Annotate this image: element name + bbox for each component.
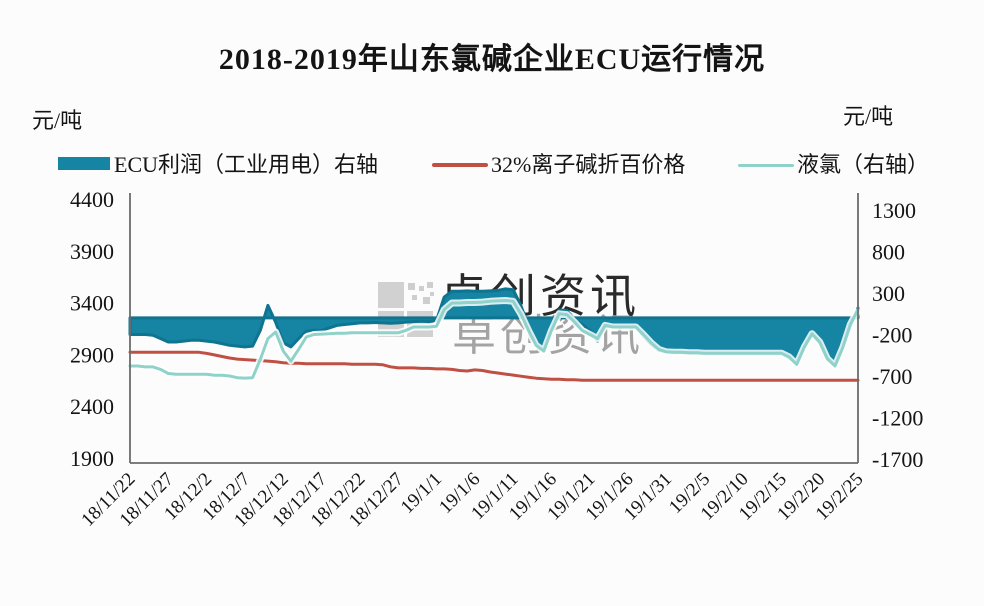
left-axis-unit-label: 元/吨: [32, 108, 83, 133]
y-axis-right-tick-label: -200: [872, 323, 912, 348]
legend-line-swatch: [738, 163, 794, 167]
series-liquid-chlorine-line: [128, 299, 860, 380]
right-axis-unit-label: 元/吨: [843, 104, 894, 129]
watermark-qr-dot: [408, 283, 415, 290]
y-axis-right-tick-label: 300: [872, 281, 905, 306]
legend-item-chlorine: 液氯（右轴）: [738, 147, 929, 179]
y-axis-right-tick-label: 800: [872, 240, 905, 265]
legend-label-ecu: ECU利润（工业用电）右轴: [114, 152, 379, 177]
chart-title: 2018-2019年山东氯碱企业ECU运行情况: [218, 43, 766, 76]
watermark-qr-dot: [423, 297, 430, 304]
y-axis-left-tick-label: 2900: [70, 342, 114, 367]
watermark-qr-dot: [419, 286, 424, 291]
y-axis-left-tick-label: 1900: [70, 446, 114, 471]
watermark-square: [378, 282, 404, 308]
y-axis-left-tick-label: 3400: [70, 291, 114, 316]
y-axis-right-tick-label: -1200: [872, 406, 923, 431]
legend-line-swatch: [432, 163, 488, 167]
y-axis-left-tick-label: 3900: [70, 239, 114, 264]
y-axis-right-tick-label: -700: [872, 364, 912, 389]
x-axis-tick-label: 19/1/1: [397, 469, 446, 518]
legend-label-caustic: 32%离子碱折百价格: [491, 152, 686, 177]
y-axis-right-tick-label: -1700: [872, 447, 923, 472]
watermark-qr-dot: [430, 292, 434, 296]
watermark-qr-dot: [427, 282, 433, 288]
y-axis-left-tick-label: 4400: [70, 187, 114, 212]
y-axis-right-tick-label: 1300: [872, 198, 916, 223]
legend-label-chlorine: 液氯（右轴）: [797, 152, 930, 177]
legend-item-caustic: 32%离子碱折百价格: [432, 147, 685, 179]
y-axis-left-tick-label: 2400: [70, 394, 114, 419]
legend-area-swatch: [58, 156, 110, 170]
legend-item-ecu: ECU利润（工业用电）右轴: [58, 147, 378, 179]
watermark-qr-dot: [412, 295, 417, 300]
series-caustic-price-line: [128, 350, 860, 382]
